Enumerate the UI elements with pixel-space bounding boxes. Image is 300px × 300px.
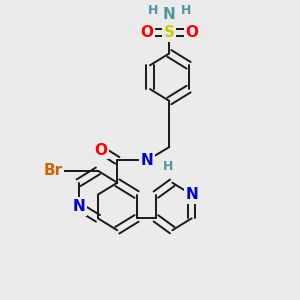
Text: N: N [141, 153, 153, 168]
Text: H: H [163, 160, 173, 173]
Text: O: O [94, 142, 107, 158]
Text: Br: Br [44, 163, 63, 178]
Text: O: O [185, 25, 198, 40]
Text: H: H [148, 4, 158, 17]
Text: S: S [164, 25, 175, 40]
Text: H: H [181, 4, 191, 17]
Text: N: N [185, 187, 198, 202]
Text: N: N [72, 199, 85, 214]
Text: O: O [140, 25, 154, 40]
Text: N: N [163, 7, 176, 22]
